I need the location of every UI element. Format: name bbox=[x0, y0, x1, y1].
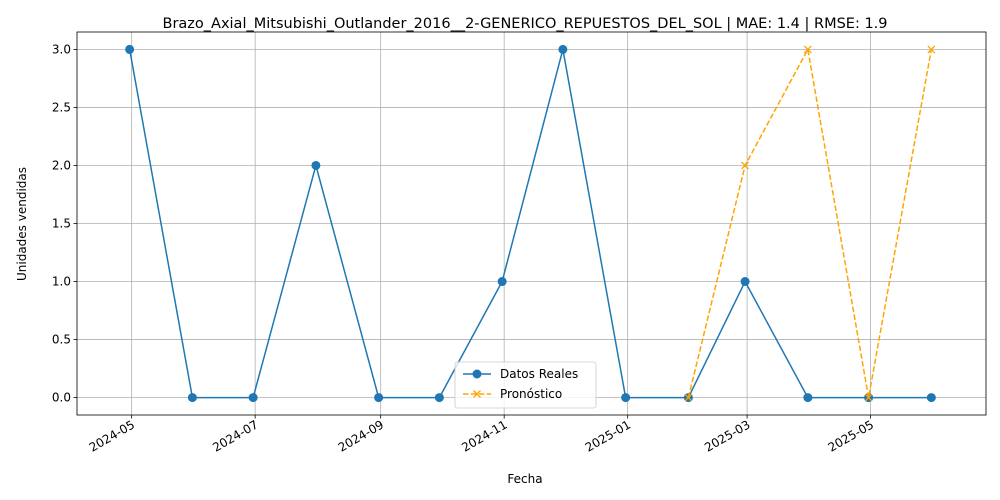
y-tick-label: 1.0 bbox=[52, 275, 71, 289]
series-forecast bbox=[684, 45, 936, 402]
data-point-actual bbox=[374, 393, 384, 403]
data-point-actual bbox=[558, 44, 568, 54]
data-point-forecast bbox=[803, 45, 812, 54]
legend-item-forecast: Pronóstico bbox=[463, 387, 562, 401]
y-tick-label: 2.0 bbox=[52, 158, 71, 172]
y-tick-label: 3.0 bbox=[52, 42, 71, 56]
y-axis-title: Unidades vendidas bbox=[15, 167, 29, 281]
data-point-actual bbox=[926, 393, 936, 403]
data-point-forecast bbox=[741, 161, 750, 170]
data-point-actual bbox=[125, 44, 135, 54]
y-tick-label: 0.5 bbox=[52, 333, 71, 347]
legend-item-actual: Datos Reales bbox=[463, 367, 578, 381]
data-point-actual bbox=[621, 393, 631, 403]
data-point-forecast bbox=[684, 393, 693, 402]
series-line-forecast bbox=[687, 48, 933, 399]
data-point-actual bbox=[803, 393, 813, 403]
legend-label-forecast: Pronóstico bbox=[500, 387, 562, 401]
data-point-actual bbox=[187, 393, 197, 403]
data-point-forecast bbox=[927, 45, 936, 54]
data-point-actual bbox=[740, 277, 750, 287]
series-line-actual bbox=[128, 48, 932, 399]
y-tick-label: 2.5 bbox=[52, 100, 71, 114]
data-point-actual bbox=[434, 393, 444, 403]
data-point-actual bbox=[248, 393, 258, 403]
chart-title: Brazo_Axial_Mitsubishi_Outlander_2016__2… bbox=[163, 16, 888, 32]
y-tick-label: 0.0 bbox=[52, 391, 71, 405]
legend-marker-actual bbox=[472, 369, 482, 379]
data-point-forecast bbox=[864, 393, 873, 402]
data-point-actual bbox=[311, 160, 321, 170]
legend-marker-forecast bbox=[473, 390, 481, 398]
data-point-actual bbox=[497, 277, 507, 287]
legend: Datos Reales Pronóstico bbox=[454, 361, 597, 409]
y-tick-label: 1.5 bbox=[52, 217, 71, 231]
x-axis-title: Fecha bbox=[507, 472, 542, 486]
series-layer bbox=[125, 44, 936, 403]
legend-label-actual: Datos Reales bbox=[500, 367, 578, 381]
series-actual bbox=[125, 44, 936, 403]
